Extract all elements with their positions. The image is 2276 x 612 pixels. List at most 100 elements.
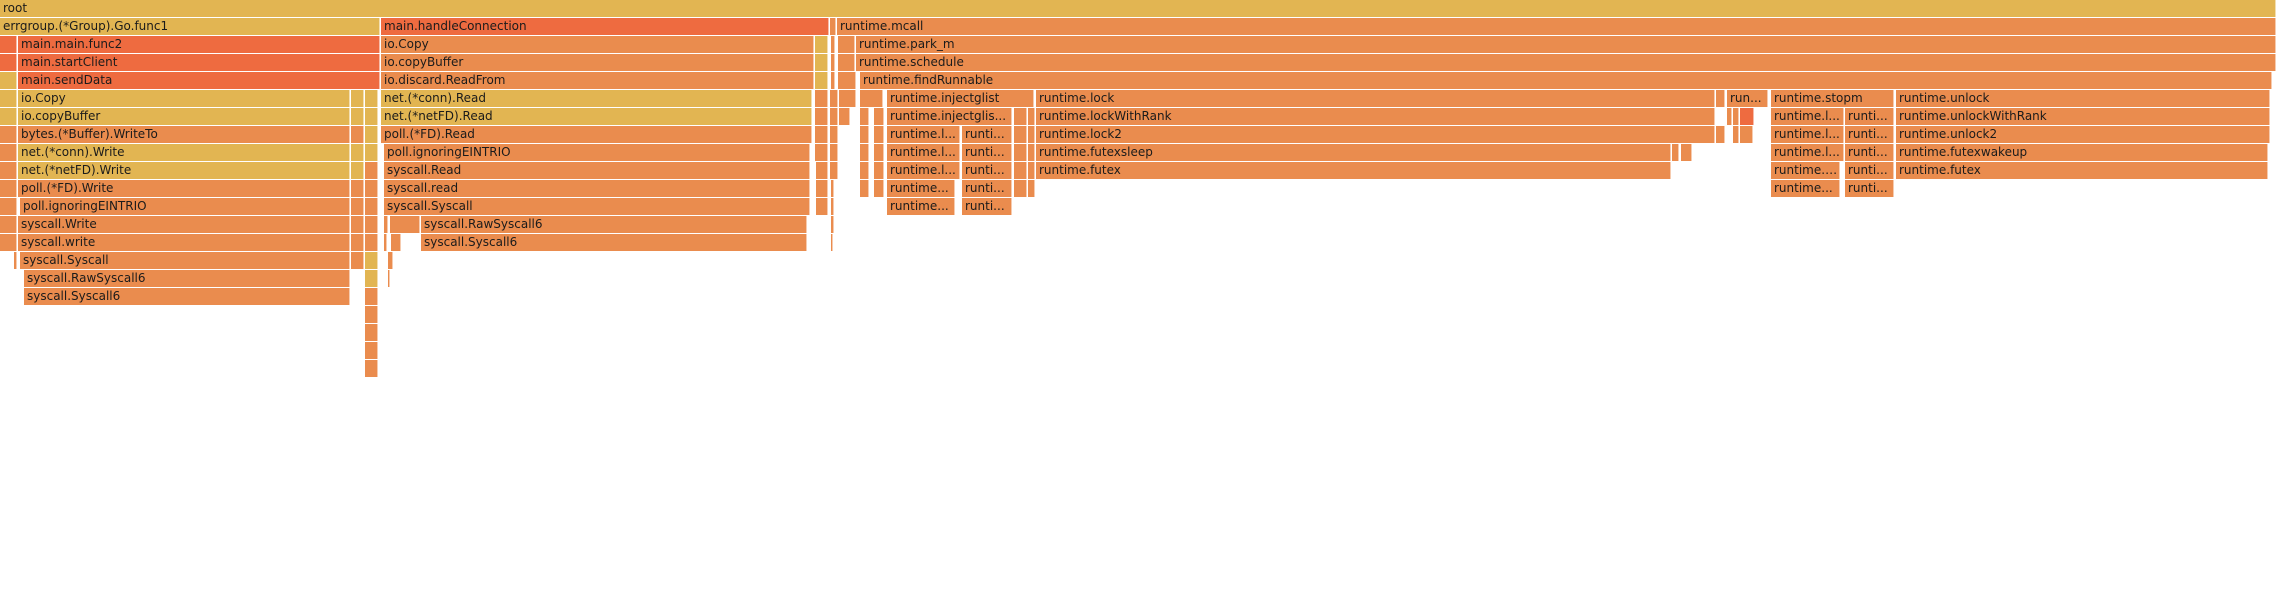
flame-frame[interactable]: bytes.(*Buffer).WriteTo (18, 126, 350, 143)
flame-frame-unlabeled[interactable] (365, 108, 378, 125)
flame-frame[interactable]: runti... (962, 180, 1012, 197)
flame-frame-unlabeled[interactable] (838, 54, 855, 71)
flame-frame-unlabeled[interactable] (1740, 108, 1754, 125)
flame-frame-unlabeled[interactable] (14, 252, 17, 269)
flame-frame-unlabeled[interactable] (351, 234, 364, 251)
flame-frame-unlabeled[interactable] (816, 198, 828, 215)
flame-frame[interactable]: runtime.l... (1771, 126, 1844, 143)
flame-frame-unlabeled[interactable] (388, 270, 390, 287)
flame-frame[interactable]: net.(*conn).Read (381, 90, 812, 107)
flame-frame[interactable]: syscall.Syscall (384, 198, 810, 215)
flame-frame[interactable]: runtime... (887, 198, 955, 215)
flame-frame-unlabeled[interactable] (874, 162, 884, 179)
flame-frame-unlabeled[interactable] (1681, 144, 1692, 161)
flame-frame-unlabeled[interactable] (816, 162, 828, 179)
flame-frame-unlabeled[interactable] (815, 144, 828, 161)
flame-frame[interactable]: runtime.injectglist (887, 90, 1034, 107)
flame-frame-unlabeled[interactable] (365, 252, 378, 269)
flame-frame[interactable]: poll.(*FD).Read (381, 126, 812, 143)
flame-frame[interactable]: runti... (1845, 126, 1894, 143)
flame-frame[interactable]: main.startClient (18, 54, 380, 71)
flame-frame-unlabeled[interactable] (815, 36, 828, 53)
flame-frame[interactable]: runtime.l... (887, 126, 960, 143)
flame-frame[interactable]: run... (1727, 90, 1768, 107)
flame-frame[interactable]: syscall.RawSyscall6 (421, 216, 807, 233)
flame-frame[interactable]: runtime.lock (1036, 90, 1715, 107)
flame-frame[interactable]: root (0, 0, 2276, 17)
flame-frame-unlabeled[interactable] (351, 126, 364, 143)
flame-frame[interactable]: runtime.l... (887, 144, 960, 161)
flame-frame[interactable]: net.(*netFD).Read (381, 108, 812, 125)
flame-frame-unlabeled[interactable] (860, 108, 869, 125)
flame-frame-unlabeled[interactable] (831, 216, 834, 233)
flame-frame[interactable]: runtime.lockWithRank (1036, 108, 1715, 125)
flame-frame[interactable]: runtime.unlockWithRank (1896, 108, 2270, 125)
flame-frame-unlabeled[interactable] (0, 108, 17, 125)
flame-frame-unlabeled[interactable] (351, 252, 364, 269)
flame-frame-unlabeled[interactable] (0, 234, 17, 251)
flame-frame[interactable]: runtime.l... (1771, 144, 1844, 161)
flame-frame-unlabeled[interactable] (815, 72, 828, 89)
flame-frame-unlabeled[interactable] (860, 144, 869, 161)
flame-frame-unlabeled[interactable] (816, 180, 828, 197)
flame-frame-unlabeled[interactable] (860, 180, 869, 197)
flame-frame-unlabeled[interactable] (815, 108, 828, 125)
flame-frame-unlabeled[interactable] (831, 36, 835, 53)
flame-frame[interactable]: io.Copy (18, 90, 350, 107)
flame-frame[interactable]: io.copyBuffer (381, 54, 814, 71)
flame-frame-unlabeled[interactable] (351, 162, 364, 179)
flame-frame-unlabeled[interactable] (1014, 180, 1027, 197)
flame-frame-unlabeled[interactable] (0, 72, 17, 89)
flame-frame[interactable]: syscall.Write (18, 216, 350, 233)
flame-frame[interactable]: runtime.futex (1896, 162, 2268, 179)
flame-frame[interactable]: runtime.l... (1771, 108, 1844, 125)
flame-frame-unlabeled[interactable] (1014, 144, 1027, 161)
flame-frame-unlabeled[interactable] (1014, 162, 1027, 179)
flame-frame-unlabeled[interactable] (831, 180, 834, 197)
flame-frame[interactable]: runtime.lock2 (1036, 126, 1715, 143)
flame-frame-unlabeled[interactable] (1716, 90, 1725, 107)
flame-frame-unlabeled[interactable] (365, 216, 378, 233)
flame-frame-unlabeled[interactable] (874, 126, 884, 143)
flame-frame[interactable]: syscall.Syscall6 (421, 234, 807, 251)
flame-frame[interactable]: runtime.l... (887, 162, 960, 179)
flame-frame-unlabeled[interactable] (860, 162, 869, 179)
flame-frame[interactable]: runti... (962, 126, 1012, 143)
flame-frame[interactable]: runti... (1845, 108, 1894, 125)
flame-frame[interactable]: poll.ignoringEINTRIO (384, 144, 810, 161)
flame-frame-unlabeled[interactable] (1028, 108, 1035, 125)
flame-frame-unlabeled[interactable] (831, 72, 835, 89)
flame-frame[interactable]: io.Copy (381, 36, 814, 53)
flame-frame[interactable]: runtime... (1771, 180, 1840, 197)
flame-frame[interactable]: runti... (962, 162, 1012, 179)
flame-frame-unlabeled[interactable] (365, 90, 378, 107)
flame-frame-unlabeled[interactable] (831, 54, 835, 71)
flame-frame-unlabeled[interactable] (365, 306, 378, 323)
flame-frame-unlabeled[interactable] (351, 198, 364, 215)
flame-frame-unlabeled[interactable] (860, 90, 883, 107)
flame-frame-unlabeled[interactable] (0, 90, 17, 107)
flame-frame-unlabeled[interactable] (365, 360, 378, 377)
flame-frame[interactable]: runti... (1845, 162, 1894, 179)
flame-frame-unlabeled[interactable] (830, 18, 836, 35)
flame-frame[interactable]: io.discard.ReadFrom (381, 72, 814, 89)
flame-frame-unlabeled[interactable] (1028, 162, 1035, 179)
flame-frame-unlabeled[interactable] (351, 180, 364, 197)
flame-frame-unlabeled[interactable] (838, 36, 855, 53)
flame-frame-unlabeled[interactable] (351, 90, 364, 107)
flame-frame[interactable]: runti... (962, 144, 1012, 161)
flame-frame[interactable]: runtime.unlock (1896, 90, 2270, 107)
flame-frame[interactable]: runtime... (887, 180, 955, 197)
flame-frame-unlabeled[interactable] (830, 108, 838, 125)
flame-frame[interactable]: syscall.Read (384, 162, 810, 179)
flame-frame-unlabeled[interactable] (815, 90, 828, 107)
flame-frame-unlabeled[interactable] (384, 216, 388, 233)
flame-frame[interactable]: runtime.findRunnable (860, 72, 2272, 89)
flame-frame-unlabeled[interactable] (830, 90, 838, 107)
flame-frame-unlabeled[interactable] (1727, 108, 1732, 125)
flame-frame[interactable]: net.(*netFD).Write (18, 162, 350, 179)
flame-frame-unlabeled[interactable] (0, 216, 17, 233)
flame-frame-unlabeled[interactable] (839, 108, 850, 125)
flame-frame-unlabeled[interactable] (831, 198, 834, 215)
flame-frame-unlabeled[interactable] (0, 144, 17, 161)
